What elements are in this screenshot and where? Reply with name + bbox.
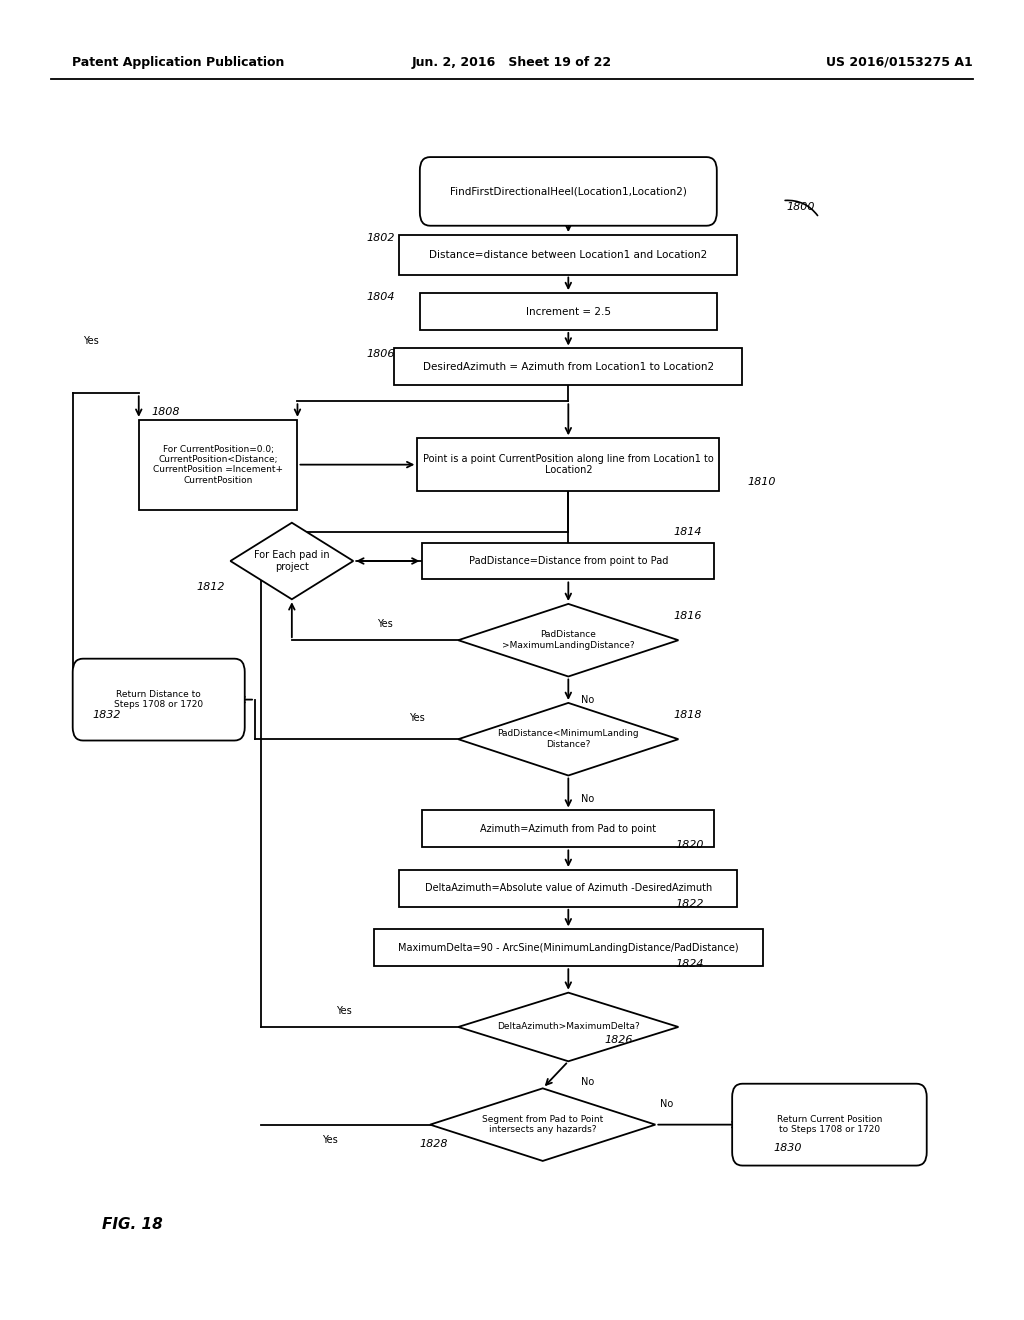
Bar bbox=[423, 543, 715, 579]
Text: MaximumDelta=90 - ArcSine(MinimumLandingDistance/PadDistance): MaximumDelta=90 - ArcSine(MinimumLanding… bbox=[398, 942, 738, 953]
Bar bbox=[399, 870, 737, 907]
Text: PadDistance
>MaximumLandingDistance?: PadDistance >MaximumLandingDistance? bbox=[502, 631, 635, 649]
FancyBboxPatch shape bbox=[73, 659, 245, 741]
Text: Azimuth=Azimuth from Pad to point: Azimuth=Azimuth from Pad to point bbox=[480, 824, 656, 834]
Text: No: No bbox=[581, 1077, 594, 1088]
Text: 1820: 1820 bbox=[676, 840, 705, 850]
Text: No: No bbox=[581, 795, 594, 804]
Text: No: No bbox=[581, 696, 594, 705]
FancyBboxPatch shape bbox=[732, 1084, 927, 1166]
Text: 1830: 1830 bbox=[773, 1143, 802, 1154]
Text: No: No bbox=[660, 1098, 674, 1109]
Text: 1818: 1818 bbox=[674, 710, 702, 721]
Bar bbox=[394, 348, 742, 385]
Text: Return Current Position
to Steps 1708 or 1720: Return Current Position to Steps 1708 or… bbox=[777, 1115, 882, 1134]
Text: PadDistance=Distance from point to Pad: PadDistance=Distance from point to Pad bbox=[469, 556, 668, 566]
Text: DeltaAzimuth>MaximumDelta?: DeltaAzimuth>MaximumDelta? bbox=[497, 1023, 640, 1031]
Bar bbox=[399, 235, 737, 275]
Text: For CurrentPosition=0.0;
CurrentPosition<Distance;
CurrentPosition =Incement+
Cu: For CurrentPosition=0.0; CurrentPosition… bbox=[154, 445, 283, 484]
Bar bbox=[420, 293, 717, 330]
Bar bbox=[418, 438, 720, 491]
Text: Yes: Yes bbox=[323, 1135, 338, 1146]
Text: 1802: 1802 bbox=[367, 232, 395, 243]
Text: 1816: 1816 bbox=[674, 611, 702, 622]
Text: Yes: Yes bbox=[378, 619, 393, 630]
Polygon shape bbox=[459, 702, 679, 776]
Text: 1804: 1804 bbox=[367, 292, 395, 302]
Text: Increment = 2.5: Increment = 2.5 bbox=[525, 306, 611, 317]
Text: 1828: 1828 bbox=[420, 1139, 449, 1150]
Text: For Each pad in
project: For Each pad in project bbox=[254, 550, 330, 572]
Text: 1824: 1824 bbox=[676, 958, 705, 969]
Text: PadDistance<MinimumLanding
Distance?: PadDistance<MinimumLanding Distance? bbox=[498, 730, 639, 748]
Text: Jun. 2, 2016   Sheet 19 of 22: Jun. 2, 2016 Sheet 19 of 22 bbox=[412, 55, 612, 69]
Text: 1814: 1814 bbox=[674, 527, 702, 537]
Polygon shape bbox=[230, 523, 353, 599]
Text: Yes: Yes bbox=[337, 1006, 352, 1016]
Text: FIG. 18: FIG. 18 bbox=[102, 1217, 163, 1233]
Text: Return Distance to
Steps 1708 or 1720: Return Distance to Steps 1708 or 1720 bbox=[114, 690, 204, 709]
Text: Segment from Pad to Point
intersects any hazards?: Segment from Pad to Point intersects any… bbox=[482, 1115, 603, 1134]
Text: DeltaAzimuth=Absolute value of Azimuth -DesiredAzimuth: DeltaAzimuth=Absolute value of Azimuth -… bbox=[425, 883, 712, 894]
Text: DesiredAzimuth = Azimuth from Location1 to Location2: DesiredAzimuth = Azimuth from Location1 … bbox=[423, 362, 714, 372]
Polygon shape bbox=[459, 993, 679, 1061]
Text: Point is a point CurrentPosition along line from Location1 to
Location2: Point is a point CurrentPosition along l… bbox=[423, 454, 714, 475]
FancyBboxPatch shape bbox=[420, 157, 717, 226]
Bar bbox=[374, 929, 763, 966]
Bar bbox=[423, 810, 715, 847]
Text: 1806: 1806 bbox=[367, 348, 395, 359]
Text: 1800: 1800 bbox=[786, 202, 815, 213]
Text: Yes: Yes bbox=[410, 713, 425, 723]
Text: 1832: 1832 bbox=[92, 710, 121, 721]
Text: 1812: 1812 bbox=[197, 582, 225, 593]
Text: Patent Application Publication: Patent Application Publication bbox=[72, 55, 284, 69]
Text: Distance=distance between Location1 and Location2: Distance=distance between Location1 and … bbox=[429, 249, 708, 260]
Text: 1822: 1822 bbox=[676, 899, 705, 909]
Polygon shape bbox=[459, 605, 679, 676]
Text: 1810: 1810 bbox=[748, 477, 776, 487]
Text: Yes: Yes bbox=[83, 335, 98, 346]
Bar bbox=[139, 420, 297, 510]
Text: 1808: 1808 bbox=[152, 407, 180, 417]
Polygon shape bbox=[430, 1088, 655, 1162]
Text: 1826: 1826 bbox=[604, 1035, 633, 1045]
Text: FindFirstDirectionalHeel(Location1,Location2): FindFirstDirectionalHeel(Location1,Locat… bbox=[450, 186, 687, 197]
Text: US 2016/0153275 A1: US 2016/0153275 A1 bbox=[826, 55, 973, 69]
